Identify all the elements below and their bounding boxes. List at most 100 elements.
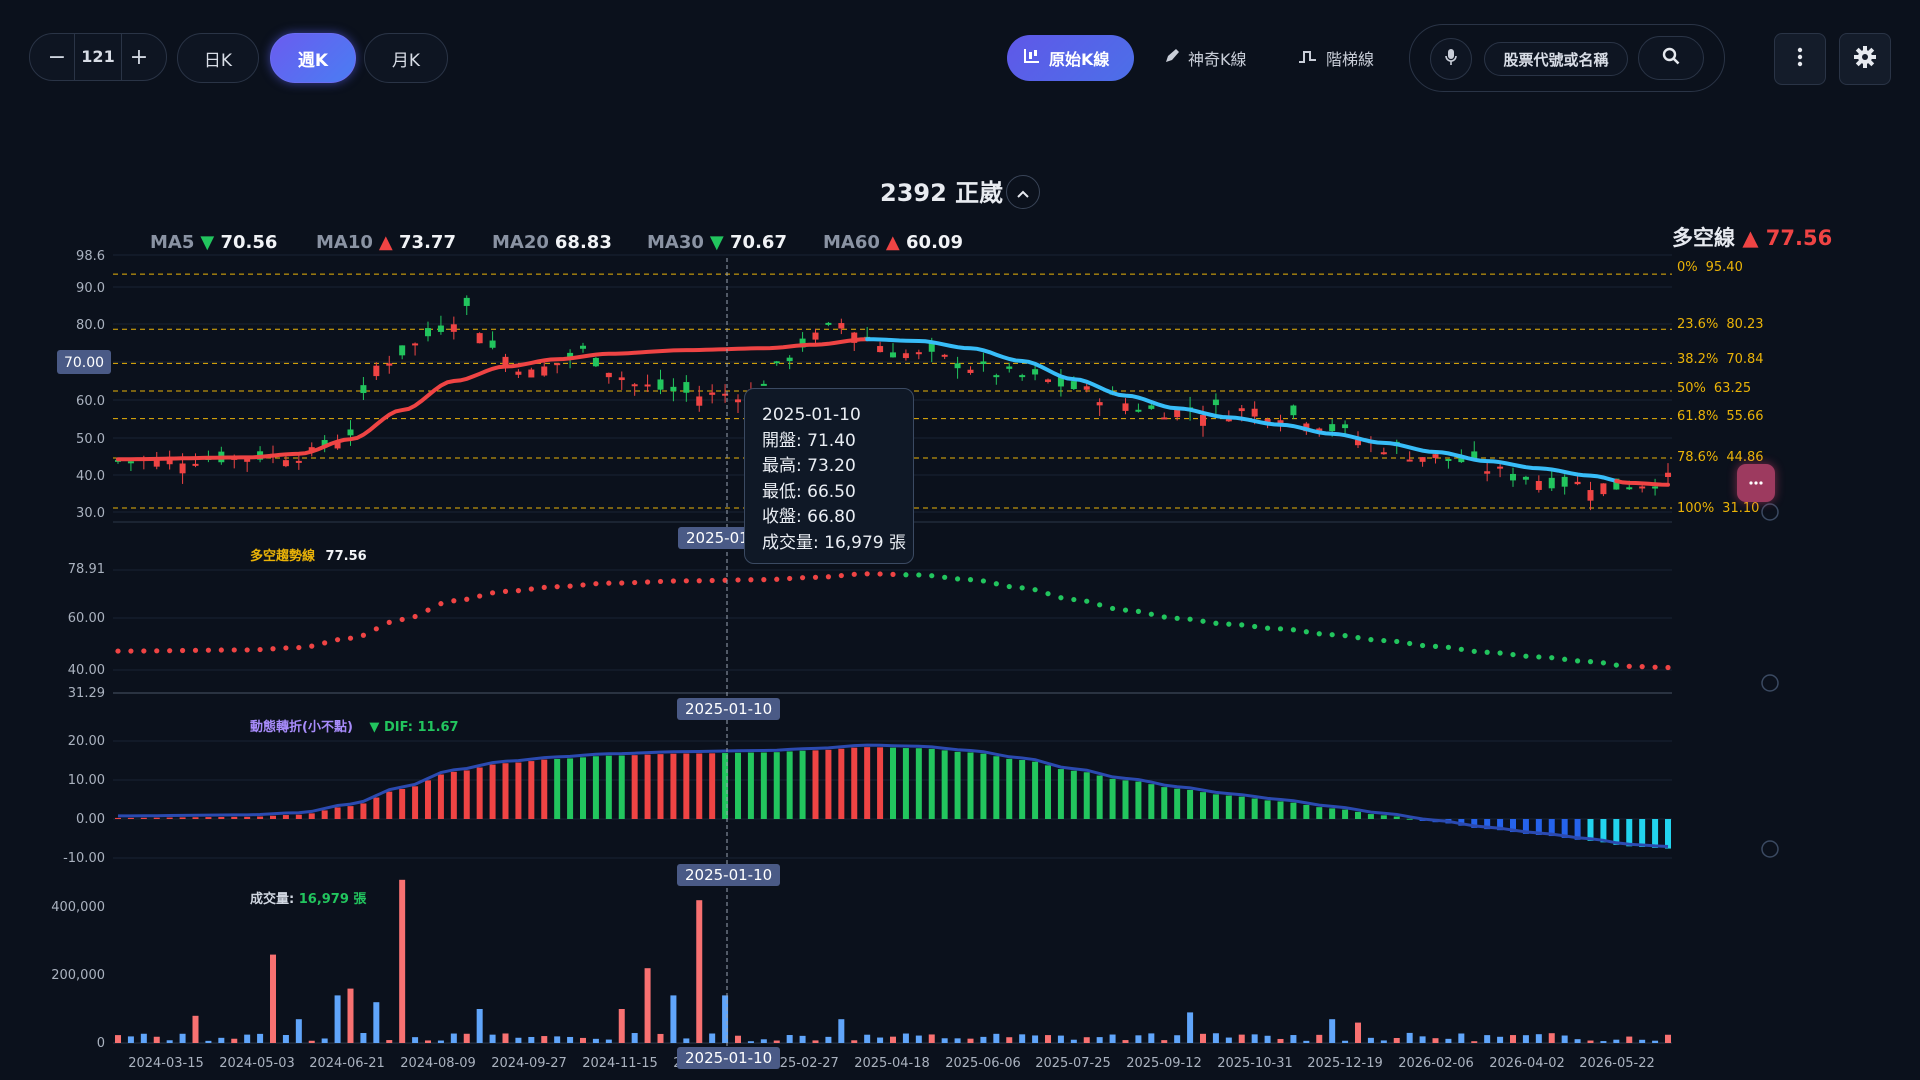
pencil-icon <box>1164 48 1180 68</box>
trend-dot <box>1032 587 1038 593</box>
trend-dot <box>438 601 444 607</box>
macd-bar <box>528 761 535 819</box>
tooltip-low: 最低: 66.50 <box>762 481 856 502</box>
toggle-circle[interactable] <box>1761 840 1779 858</box>
macd-bar <box>1548 819 1555 837</box>
macd-bar <box>1535 819 1542 835</box>
candle-body <box>825 322 832 325</box>
macd-bar <box>890 747 896 819</box>
volume-bar <box>1264 1035 1271 1043</box>
candle-body <box>360 385 367 394</box>
candlestick-icon <box>1023 48 1041 68</box>
price-axis-label: 98.6 <box>76 249 105 264</box>
macd-bar <box>1639 819 1646 847</box>
trend-dot <box>851 571 857 577</box>
trend-dot <box>1549 655 1555 661</box>
candle-body <box>347 429 354 436</box>
macd-bar <box>915 748 922 819</box>
macd-bar <box>1522 819 1529 834</box>
trend-dot <box>528 586 534 592</box>
volume-axis-label: 200,000 <box>51 968 105 983</box>
settings-button[interactable] <box>1839 33 1891 85</box>
volume-axis-label: 0 <box>97 1036 105 1051</box>
fib-label-1: 23.6% 80.23 <box>1677 317 1764 332</box>
candle-body <box>592 357 599 367</box>
mode-magic-k-label: 神奇K線 <box>1188 50 1247 69</box>
price-cursor-value: 70.00 <box>64 355 104 371</box>
macd-bar <box>205 817 212 819</box>
tab-week-k[interactable]: 週K <box>270 33 356 83</box>
more-menu-button[interactable] <box>1774 33 1826 85</box>
trend-dot <box>632 579 638 586</box>
volume-bar <box>993 1033 1000 1043</box>
trend-dot <box>1084 598 1090 604</box>
candle-body <box>1045 379 1051 382</box>
collapse-button[interactable] <box>1006 175 1040 209</box>
trend-dot <box>1600 660 1607 666</box>
volume-bar <box>864 1034 871 1043</box>
trend-dot <box>916 572 922 578</box>
tab-day-k[interactable]: 日K <box>177 33 259 83</box>
count-value[interactable]: 121 <box>74 34 122 80</box>
macd-bar <box>515 762 522 819</box>
candle-body <box>1484 471 1491 474</box>
candle-body <box>657 379 664 390</box>
trend-dot <box>1226 621 1232 627</box>
tab-month-k[interactable]: 月K <box>364 33 448 83</box>
trend-dot <box>412 613 418 620</box>
trend-panel-label: 多空趨勢線 77.56 <box>250 549 367 564</box>
trend-dot <box>231 647 237 653</box>
mode-raw-k-button[interactable]: 原始K線 <box>1007 35 1134 81</box>
volume-bar <box>1109 1034 1116 1043</box>
x-axis-date: 2026-02-06 <box>1398 1056 1474 1071</box>
macd-bar <box>722 753 729 819</box>
toggle-circle[interactable] <box>1761 503 1779 521</box>
search-button[interactable] <box>1638 36 1704 80</box>
macd-bar <box>166 817 173 819</box>
candle-body <box>838 323 845 329</box>
plus-button[interactable]: + <box>129 44 149 70</box>
minus-button[interactable]: − <box>47 44 67 70</box>
trend-dot <box>334 637 341 643</box>
trend-dot <box>309 643 315 649</box>
floating-chat-button[interactable] <box>1737 464 1775 502</box>
tooltip-open: 開盤: 71.40 <box>762 430 856 451</box>
candle-body <box>321 440 328 448</box>
trend-dot <box>735 577 741 583</box>
trend-dot <box>967 577 974 583</box>
macd-bar <box>1277 801 1284 819</box>
trend-dot <box>812 574 819 580</box>
ma60-indicator: MA60 ▲ 60.09 <box>823 232 963 253</box>
volume-bar <box>270 954 276 1043</box>
candle-body <box>1600 483 1607 495</box>
volume-bar <box>515 1037 522 1043</box>
volume-bar <box>373 1002 380 1043</box>
trend-dot <box>1277 626 1284 632</box>
toggle-circle[interactable] <box>1761 674 1779 692</box>
volume-bar <box>838 1019 845 1043</box>
gear-icon <box>1854 46 1876 72</box>
macd-bar <box>709 753 716 819</box>
mode-magic-k-button[interactable]: 神奇K線 <box>1148 35 1263 81</box>
mode-step-line-button[interactable]: 階梯線 <box>1282 35 1390 81</box>
macd-bar <box>231 816 238 819</box>
crosshair-date-tag: 2025-01-10 <box>677 1047 781 1069</box>
mic-button[interactable] <box>1430 38 1472 80</box>
candle-body <box>463 297 470 306</box>
trend-dot <box>580 582 586 588</box>
search-input[interactable]: 股票代號或名稱 <box>1484 42 1628 76</box>
ma60-dir: ▲ <box>885 232 900 253</box>
macd-bar <box>1122 780 1129 819</box>
macd-bar <box>463 770 470 819</box>
candle-body <box>1083 386 1090 390</box>
trend-dot <box>244 647 250 653</box>
volume-bar <box>1045 1035 1051 1043</box>
volume-bar <box>825 1036 832 1043</box>
volume-bar <box>1445 1038 1452 1043</box>
candle-body <box>476 333 483 344</box>
macd-bar <box>747 752 754 819</box>
volume-bar <box>218 1037 225 1043</box>
trend-dot <box>1303 629 1309 635</box>
volume-bar <box>1600 1041 1607 1043</box>
